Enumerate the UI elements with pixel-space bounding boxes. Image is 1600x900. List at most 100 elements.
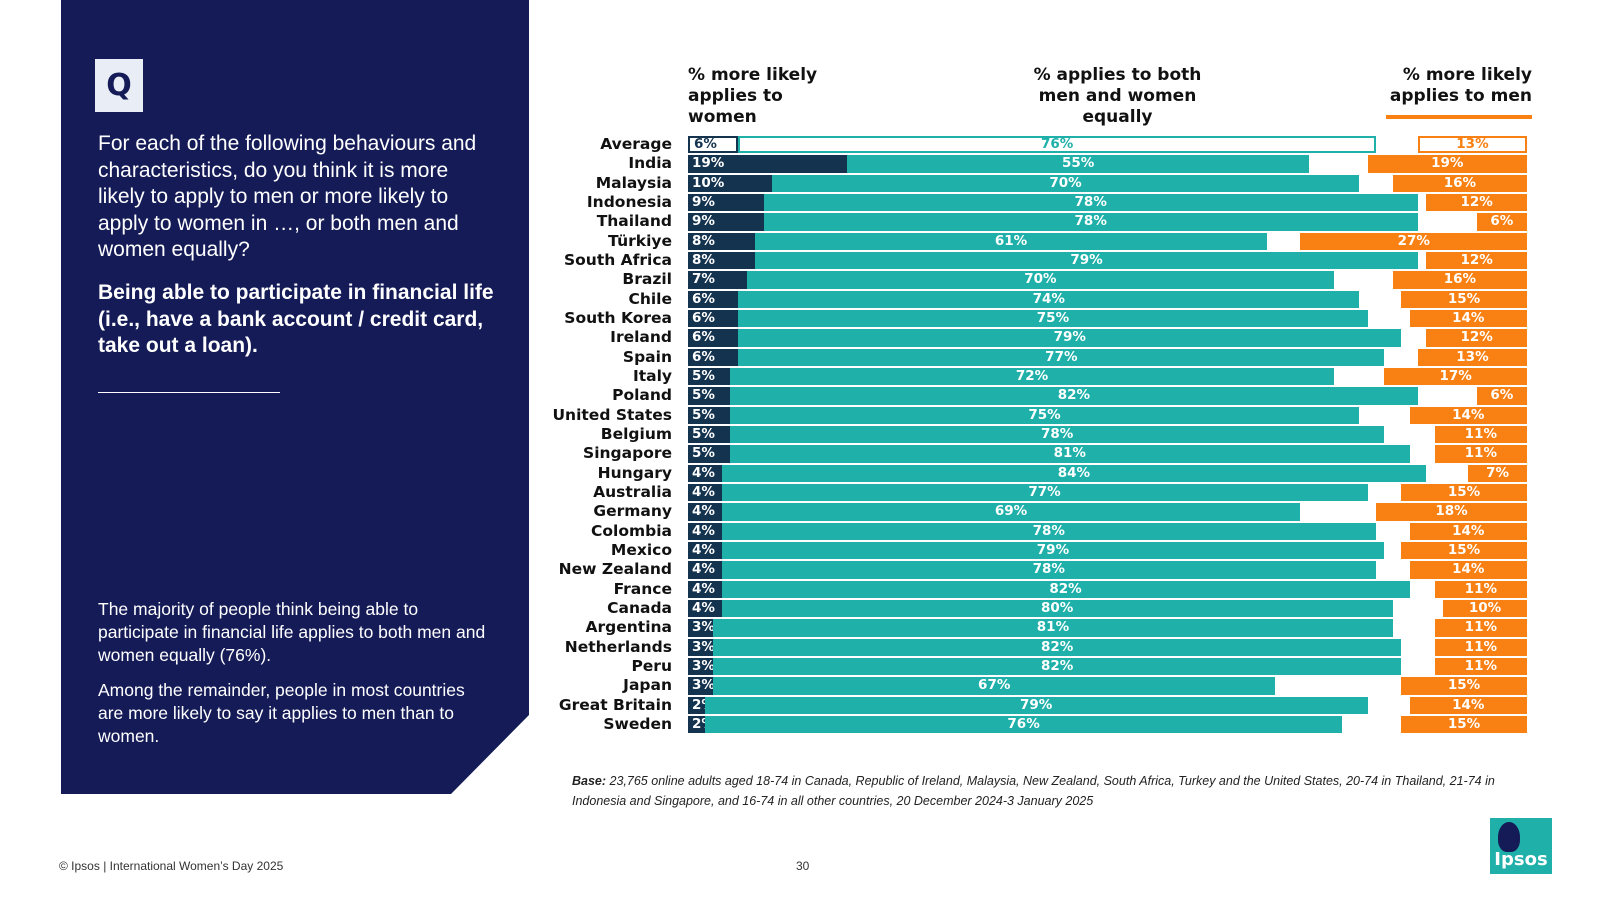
data-label-men: 15% (1447, 541, 1481, 558)
data-label-women: 5% (692, 387, 715, 404)
bar-men: 6% (1476, 387, 1527, 405)
bar-women: 19% (688, 155, 848, 173)
bar-both: 55% (847, 155, 1309, 173)
chart-row: Italy 5% 72% 17% (540, 367, 1540, 386)
bar-both: 61% (755, 232, 1267, 250)
data-label-men: 12% (1460, 251, 1493, 268)
chart-row: Netherlands 3% 82% 11% (540, 638, 1540, 657)
data-label-women: 3% (692, 657, 715, 674)
bar-both: 77% (738, 348, 1385, 366)
bar-men: 17% (1384, 367, 1527, 386)
bar-men: 13% (1417, 348, 1527, 366)
data-label-men: 14% (1452, 406, 1485, 423)
data-label-women: 9% (692, 193, 715, 210)
bar-both: 81% (729, 445, 1410, 463)
bar-both: 84% (721, 464, 1427, 482)
data-label-women: 6% (692, 309, 715, 326)
bar-women: 5% (688, 425, 730, 444)
legend-both: % applies to both men and women equally (1010, 65, 1225, 140)
bar-men: 14% (1409, 696, 1527, 714)
question-text: For each of the following behaviours and… (98, 132, 477, 261)
bar-women: 9% (688, 213, 764, 231)
data-label-women: 4% (692, 483, 715, 500)
bar-women: 4% (688, 580, 722, 598)
base-note: Base: 23,765 online adults aged 18-74 in… (572, 771, 1552, 811)
category-label: United States (552, 405, 672, 424)
bar-both: 81% (713, 619, 1393, 637)
category-label: Mexico (610, 540, 672, 559)
data-label-both: 79% (1020, 696, 1053, 713)
bar-women: 8% (688, 232, 756, 250)
data-label-women: 4% (692, 522, 715, 539)
bar-both: 79% (738, 329, 1402, 347)
legend-women-line1: % more likely (688, 65, 818, 85)
category-label: New Zealand (558, 560, 672, 579)
chart-row: New Zealand 4% 78% 14% (540, 560, 1540, 579)
category-label: France (613, 579, 672, 598)
bar-both: 79% (755, 251, 1418, 270)
bar-both: 78% (763, 213, 1418, 231)
chart-row: Average 6% 76% 13% (540, 135, 1540, 154)
chart-row: Ireland 6% 79% 12% (540, 328, 1540, 347)
data-label-women: 6% (692, 329, 715, 346)
bar-both: 78% (763, 193, 1418, 212)
category-label: Poland (612, 386, 672, 405)
category-label: Italy (632, 366, 672, 385)
data-label-both: 81% (1053, 445, 1086, 462)
bar-women: 6% (688, 329, 739, 347)
data-label-women: 7% (692, 271, 715, 288)
data-label-women: 4% (692, 464, 715, 481)
data-label-women: 3% (692, 619, 715, 636)
data-label-men: 17% (1439, 367, 1472, 384)
data-label-women: 3% (692, 638, 715, 655)
bar-women: 6% (688, 290, 739, 308)
data-label-both: 55% (1061, 155, 1095, 172)
chart-row: Great Britain 2% 79% 14% (540, 696, 1540, 715)
data-label-both: 82% (1040, 657, 1074, 674)
category-label: Hungary (597, 463, 672, 482)
bar-both: 82% (713, 638, 1402, 656)
chart-row: Brazil 7% 70% 16% (540, 270, 1540, 289)
base-label: Base: (572, 774, 607, 788)
data-label-both: 69% (994, 503, 1028, 520)
data-label-men: 11% (1464, 425, 1497, 442)
bar-both: 67% (713, 677, 1276, 695)
logo-mark-icon (1498, 822, 1520, 852)
data-label-men: 14% (1452, 696, 1485, 713)
data-label-both: 78% (1074, 193, 1107, 210)
logo-wordmark: Ipsos (1494, 849, 1548, 870)
legend-men: % more likely applies to men (1386, 65, 1532, 119)
bar-both: 79% (704, 696, 1368, 714)
bar-women: 3% (688, 619, 715, 637)
data-label-men: 6% (1490, 387, 1514, 404)
data-label-both: 70% (1049, 174, 1082, 191)
bar-men: 11% (1434, 619, 1527, 637)
bar-men: 16% (1392, 174, 1527, 192)
data-label-women: 8% (692, 232, 715, 249)
bar-women: 4% (688, 599, 722, 618)
legend-both-line2: men and women equally (1038, 86, 1197, 127)
summary: The majority of people think being able … (98, 598, 488, 760)
bar-both: 72% (729, 367, 1335, 386)
bar-women: 6% (688, 309, 739, 328)
data-label-both: 77% (1045, 348, 1078, 365)
data-label-men: 18% (1435, 503, 1468, 520)
bar-men: 16% (1392, 271, 1527, 289)
bar-women: 5% (688, 387, 730, 405)
panel-divider (98, 392, 280, 393)
bar-both: 76% (738, 136, 1376, 154)
category-label: Brazil (622, 270, 672, 289)
data-label-men: 19% (1431, 155, 1464, 172)
bar-men: 14% (1409, 309, 1527, 328)
ipsos-logo: Ipsos (1490, 818, 1552, 874)
category-label: Argentina (585, 618, 673, 637)
bar-men: 27% (1300, 232, 1527, 250)
bar-women: 4% (688, 541, 722, 560)
data-label-women: 5% (692, 445, 715, 462)
category-label: South Africa (563, 250, 672, 269)
data-label-men: 11% (1464, 619, 1497, 636)
bar-men: 14% (1409, 406, 1527, 424)
data-label-men: 12% (1460, 329, 1493, 346)
bar-women: 5% (688, 367, 730, 386)
category-label: Spain (622, 347, 672, 366)
